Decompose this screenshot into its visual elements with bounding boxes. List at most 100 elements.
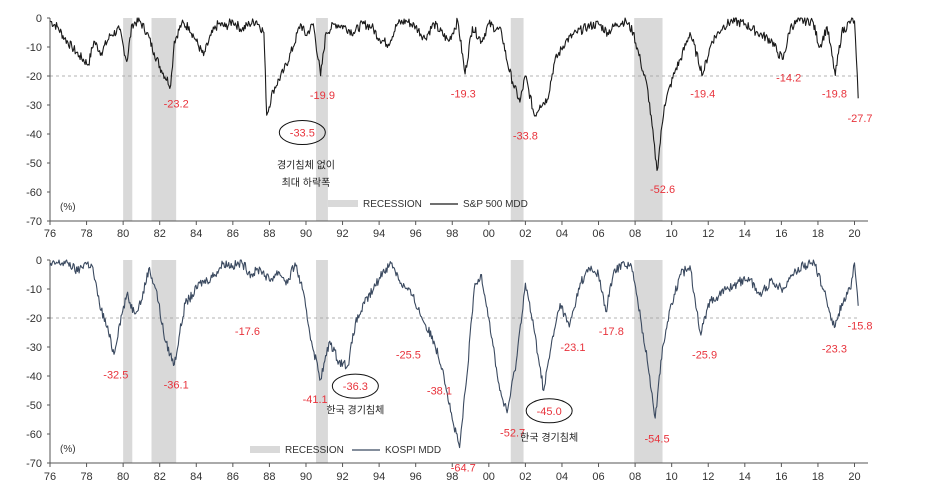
- y-tick-label: -60: [26, 429, 42, 441]
- recession-band: [316, 18, 328, 221]
- drawdown-label: -14.2: [776, 72, 801, 84]
- x-tick-label: 96: [410, 228, 422, 240]
- y-tick-label: 0: [36, 255, 42, 267]
- annotation-note: 한국 경기침체: [326, 403, 384, 416]
- drawdown-label: -19.8: [822, 88, 847, 100]
- x-tick-label: 08: [629, 228, 641, 240]
- y-tick-label: -70: [26, 458, 42, 470]
- x-tick-label: 84: [190, 471, 202, 483]
- drawdown-label: -19.9: [310, 90, 335, 102]
- x-tick-label: 10: [666, 471, 678, 483]
- y-axis-unit-label: (%): [60, 202, 76, 213]
- y-tick-label: -10: [26, 284, 42, 296]
- recession-band: [316, 260, 328, 463]
- x-tick-label: 06: [592, 471, 604, 483]
- y-tick-label: -20: [26, 71, 42, 83]
- drawdown-label: -25.5: [396, 349, 421, 361]
- x-tick-label: 82: [154, 228, 166, 240]
- recession-band: [151, 18, 177, 221]
- drawdown-label: -15.8: [847, 320, 872, 332]
- x-tick-label: 98: [446, 228, 458, 240]
- x-tick-label: 18: [812, 471, 824, 483]
- legend-recession-label: RECESSION: [285, 445, 344, 456]
- drawdown-label: -23.1: [560, 342, 585, 354]
- y-tick-label: -30: [26, 100, 42, 112]
- drawdown-label: -41.1: [303, 394, 328, 406]
- x-tick-label: 06: [592, 228, 604, 240]
- drawdown-label: -45.0: [537, 406, 562, 418]
- y-tick-label: -30: [26, 342, 42, 354]
- drawdown-label: -25.9: [692, 349, 717, 361]
- annotation-note: 한국 경기침체: [520, 431, 578, 444]
- x-tick-label: 14: [739, 228, 751, 240]
- y-axis-unit-label: (%): [60, 444, 76, 455]
- y-tick-label: -50: [26, 158, 42, 170]
- x-tick-label: 16: [775, 228, 787, 240]
- drawdown-label: -27.7: [847, 113, 872, 125]
- x-tick-label: 82: [154, 471, 166, 483]
- series-line-kospi: [49, 259, 859, 449]
- series-line-sp500: [49, 17, 859, 172]
- x-tick-label: 94: [373, 228, 385, 240]
- drawdown-label: -19.4: [690, 88, 715, 100]
- drawdown-label: -32.5: [103, 370, 128, 382]
- drawdown-label: -38.1: [427, 386, 452, 398]
- x-tick-label: 14: [739, 471, 751, 483]
- drawdown-label: -64.7: [451, 462, 476, 474]
- drawdown-label: -33.5: [290, 128, 315, 140]
- x-tick-label: 80: [117, 471, 129, 483]
- x-tick-label: 12: [702, 228, 714, 240]
- x-tick-label: 18: [812, 228, 824, 240]
- y-tick-label: -50: [26, 400, 42, 412]
- y-tick-label: -10: [26, 42, 42, 54]
- x-tick-label: 10: [666, 228, 678, 240]
- x-tick-label: 96: [410, 471, 422, 483]
- x-tick-label: 20: [848, 228, 860, 240]
- drawdown-label: -54.5: [645, 433, 670, 445]
- x-tick-label: 02: [519, 228, 531, 240]
- x-tick-label: 76: [44, 471, 56, 483]
- recession-band: [634, 18, 663, 221]
- y-tick-label: -70: [26, 216, 42, 228]
- recession-band: [123, 260, 133, 463]
- recession-band: [634, 260, 663, 463]
- x-tick-label: 90: [300, 471, 312, 483]
- y-tick-label: -40: [26, 129, 42, 141]
- recession-band: [510, 260, 524, 463]
- legend-series-label: S&P 500 MDD: [463, 199, 528, 210]
- x-tick-label: 08: [629, 471, 641, 483]
- x-tick-label: 88: [263, 471, 275, 483]
- x-tick-label: 20: [848, 471, 860, 483]
- drawdown-label: -36.3: [343, 381, 368, 393]
- legend-recession-swatch: [328, 200, 358, 207]
- y-tick-label: 0: [36, 13, 42, 25]
- x-tick-label: 86: [227, 471, 239, 483]
- drawdown-label: -23.3: [822, 343, 847, 355]
- x-tick-label: 04: [556, 228, 568, 240]
- highlight-circle: [525, 398, 573, 424]
- drawdown-label: -17.8: [599, 326, 624, 338]
- x-tick-label: 90: [300, 228, 312, 240]
- legend-recession-label: RECESSION: [363, 199, 422, 210]
- drawdown-label: -52.6: [650, 184, 675, 196]
- x-tick-label: 16: [775, 471, 787, 483]
- x-tick-label: 00: [483, 471, 495, 483]
- x-tick-label: 12: [702, 471, 714, 483]
- y-tick-label: -40: [26, 371, 42, 383]
- annotation-note: 최대 하락폭: [282, 176, 331, 189]
- recession-band: [151, 260, 177, 463]
- legend-series-label: KOSPI MDD: [385, 445, 441, 456]
- x-tick-label: 88: [263, 228, 275, 240]
- x-tick-label: 92: [336, 228, 348, 240]
- drawdown-label: -17.6: [235, 326, 260, 338]
- x-tick-label: 04: [556, 471, 568, 483]
- y-tick-label: -20: [26, 313, 42, 325]
- drawdown-label: -33.8: [513, 130, 538, 142]
- x-tick-label: 98: [446, 471, 458, 483]
- y-tick-label: -60: [26, 187, 42, 199]
- x-tick-label: 78: [80, 471, 92, 483]
- x-tick-label: 94: [373, 471, 385, 483]
- x-tick-label: 00: [483, 228, 495, 240]
